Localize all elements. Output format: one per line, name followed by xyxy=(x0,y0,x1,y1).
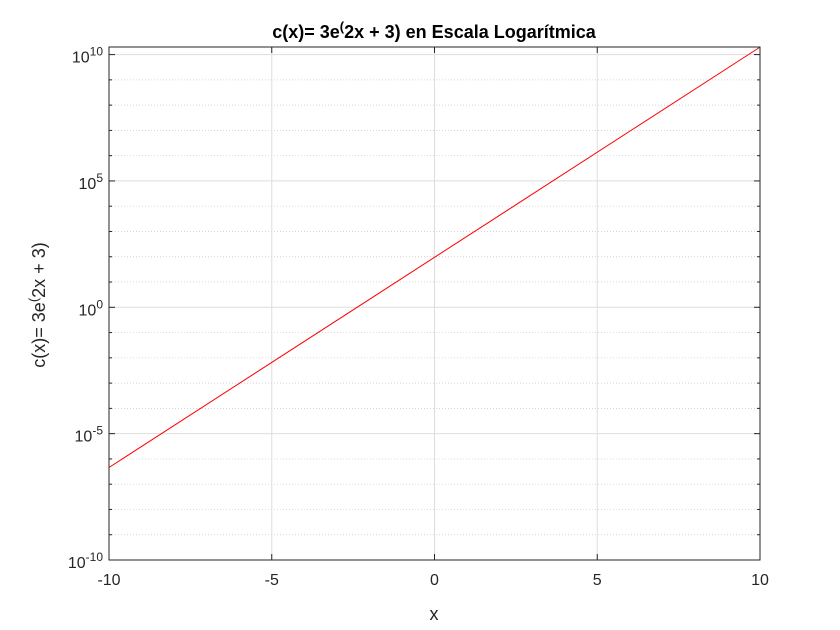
y-tick-label: 1010 xyxy=(72,45,103,67)
x-tick-label: -10 xyxy=(97,572,120,589)
series-line xyxy=(108,46,761,468)
x-tick-label: 10 xyxy=(751,572,769,589)
x-tick-label: 0 xyxy=(430,572,439,589)
x-tick-label: -5 xyxy=(265,572,279,589)
chart-title: c(x)= 3e(2x + 3) en Escala Logarítmica xyxy=(272,19,597,42)
series-layer xyxy=(108,46,761,468)
x-tick-label: 5 xyxy=(593,572,602,589)
y-tick-label: 100 xyxy=(79,297,104,319)
x-axis-label: x xyxy=(430,604,439,624)
y-tick-label: 105 xyxy=(79,171,104,193)
y-tick-label: 10-10 xyxy=(68,550,103,572)
y-tick-label: 10-5 xyxy=(75,424,104,446)
y-tick-labels: 10-10 10-5 100 105 1010 xyxy=(68,45,103,572)
x-tick-labels: -10 -5 0 5 10 xyxy=(97,572,769,589)
y-axis-label: c(x)= 3e(2x + 3) xyxy=(26,242,49,367)
tick-marks xyxy=(108,47,761,561)
